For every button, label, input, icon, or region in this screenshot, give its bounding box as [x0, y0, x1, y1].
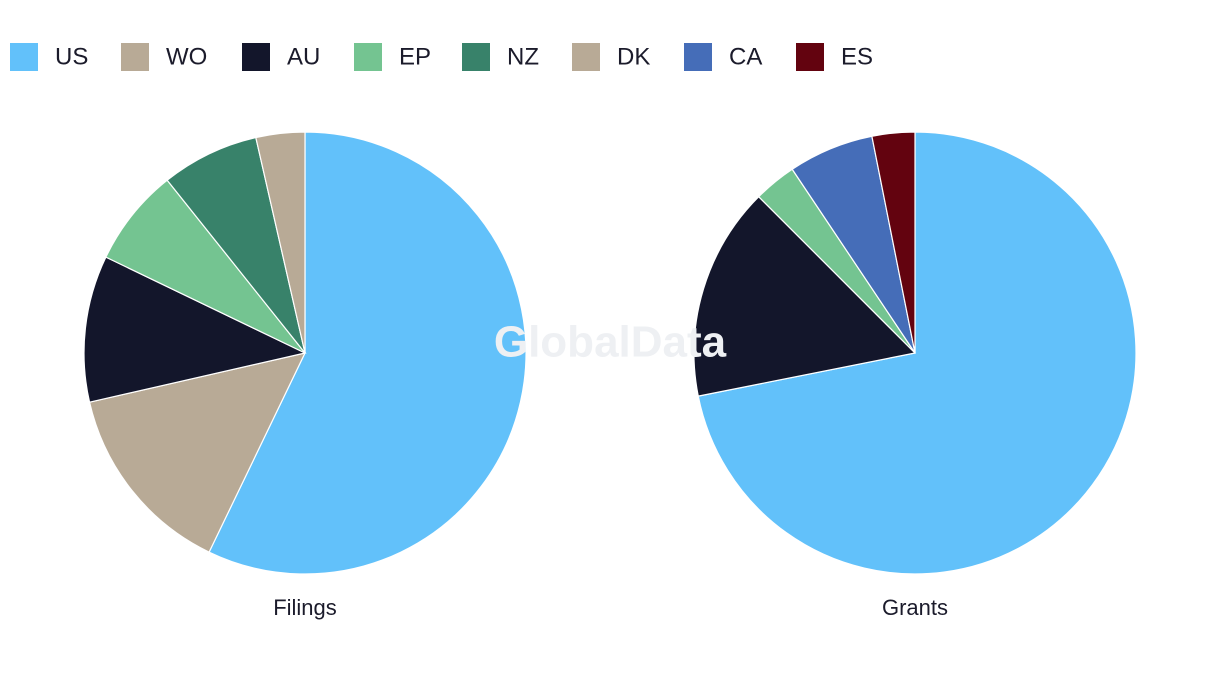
legend-swatch [354, 43, 382, 71]
pie-slice [255, 131, 306, 354]
pie-slice [83, 256, 307, 403]
pie-slice [697, 131, 1137, 575]
legend-swatch [572, 43, 600, 71]
pie-slice [871, 131, 916, 354]
watermark: GlobalData [494, 318, 727, 367]
pie-slice [693, 195, 917, 397]
legend-label: CA [729, 43, 762, 70]
legend-label: US [55, 43, 88, 70]
legend-label: DK [617, 43, 650, 70]
legend-swatch [462, 43, 490, 71]
legend-label: ES [841, 43, 873, 70]
legend-label: NZ [507, 43, 539, 70]
legend-swatch [684, 43, 712, 71]
legend-swatch [796, 43, 824, 71]
legend-label: WO [166, 43, 207, 70]
pie-slice [105, 179, 306, 354]
chart-title: Grants [882, 595, 948, 620]
legend-swatch [242, 43, 270, 71]
legend-swatch [121, 43, 149, 71]
pie-slice [208, 131, 527, 575]
legend-swatch [10, 43, 38, 71]
chart-title: Filings [273, 595, 337, 620]
legend-label: AU [287, 43, 320, 70]
legend-label: EP [399, 43, 431, 70]
pie-slice [166, 136, 306, 354]
pie-slice [88, 352, 307, 553]
